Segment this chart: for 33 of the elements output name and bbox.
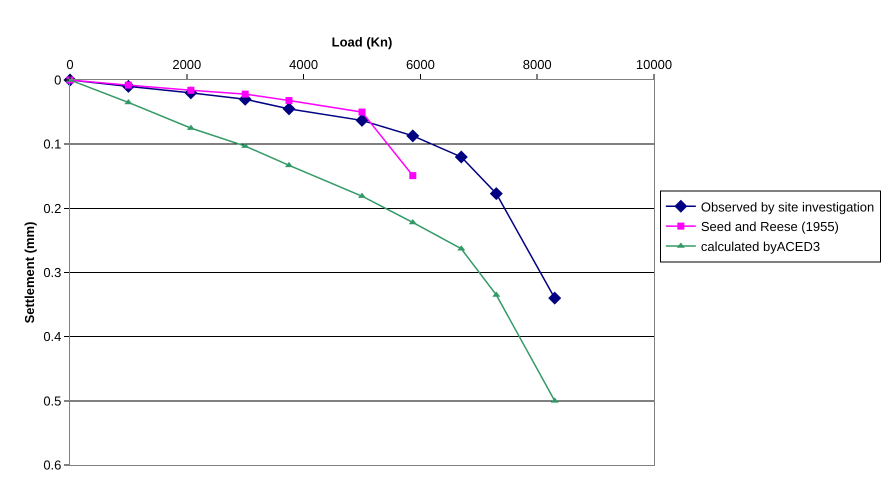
point — [286, 97, 292, 104]
y-tick-label: 0.6 — [43, 458, 62, 473]
y-tick-label: 0 — [54, 72, 62, 88]
point — [124, 98, 132, 104]
x-tick-label: 6000 — [406, 56, 435, 72]
point — [242, 90, 249, 98]
y-axis-title: Settlement (mm) — [22, 222, 37, 324]
y-tick-label: 0.3 — [43, 265, 62, 280]
legend-label: calculated byACED3 — [700, 239, 820, 254]
point — [409, 172, 416, 180]
x-tick-label: 2000 — [172, 56, 202, 72]
y-tick-label: 0.4 — [43, 329, 62, 344]
point — [492, 291, 500, 297]
point — [550, 397, 559, 403]
point — [454, 150, 468, 164]
point — [358, 108, 366, 116]
x-tick-label: 4000 — [289, 56, 318, 72]
legend-label: Seed and Reese (1955) — [700, 219, 839, 234]
point — [282, 102, 296, 116]
y-tick-label: 0.1 — [43, 136, 62, 152]
point — [408, 218, 417, 224]
point — [406, 129, 420, 142]
x-tick-label: 8000 — [522, 56, 552, 72]
x-axis-title: Load (Kn) — [332, 34, 392, 50]
y-tick-label: 0.2 — [43, 200, 62, 216]
y-tick-label: 0.5 — [43, 393, 62, 408]
point — [490, 187, 503, 200]
point — [548, 292, 562, 305]
point — [356, 114, 368, 127]
point — [457, 245, 466, 251]
x-tick-label: 0 — [66, 56, 74, 72]
x-tick-label: 10000 — [636, 56, 672, 72]
legend-label: Observed by site investigation — [700, 199, 874, 214]
